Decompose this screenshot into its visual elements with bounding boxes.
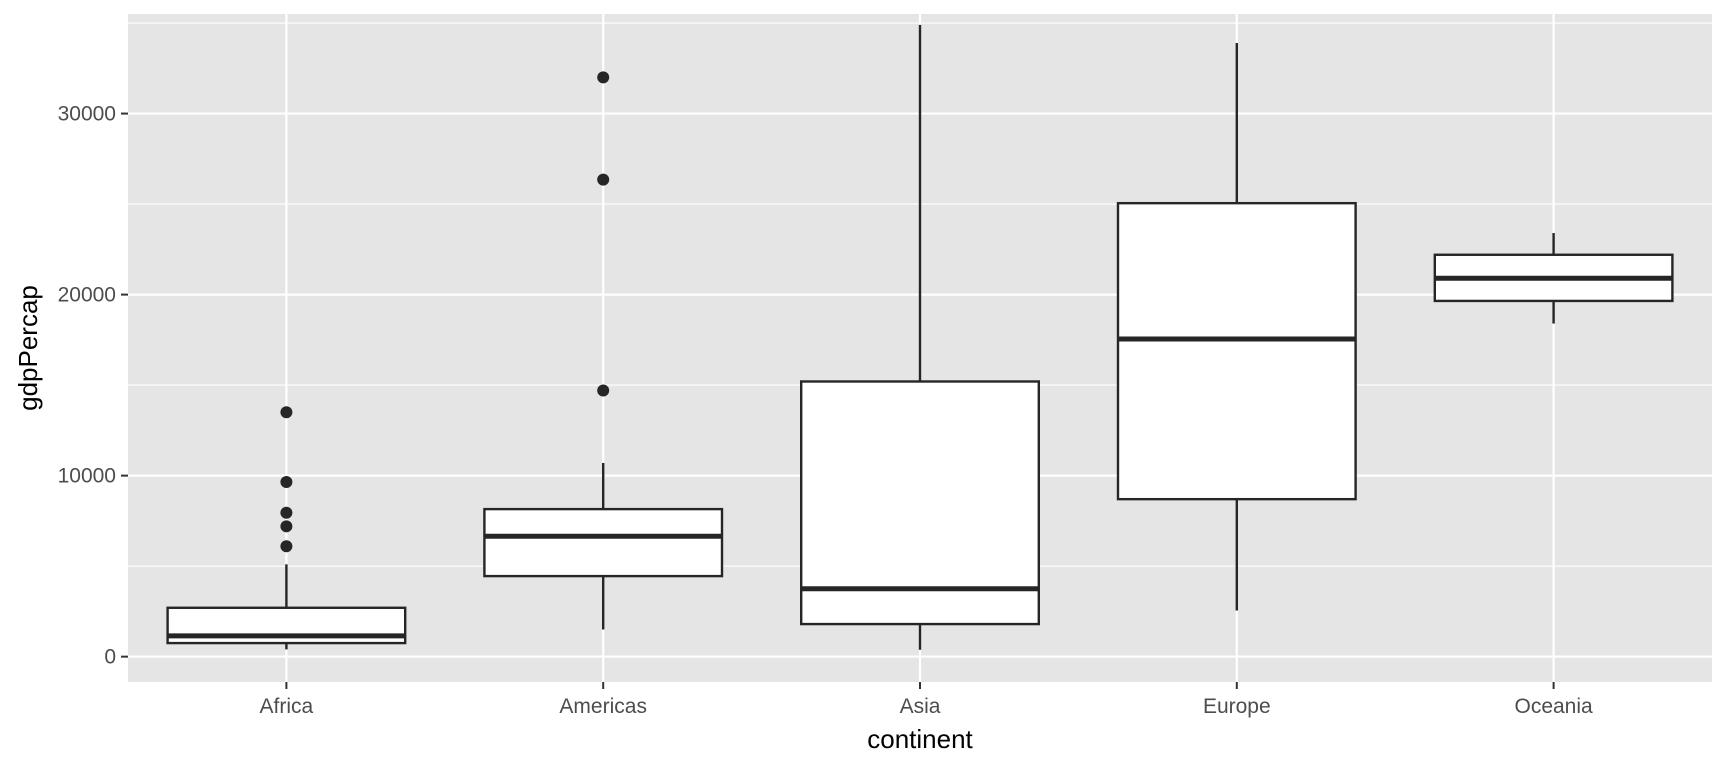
y-tick-label: 30000 [58,103,116,126]
y-tick-label: 10000 [58,465,116,488]
x-tick-label: Americas [559,695,647,718]
x-tick-label: Oceania [1514,695,1593,718]
outlier-point-americas [597,173,610,186]
outlier-point-africa [280,475,293,488]
outlier-point-africa [280,406,293,419]
axis-layer: 0 10000 20000 30000 Africa Americas Asia Europe… [58,103,1593,718]
box-asia [800,380,1041,626]
box-europe [1116,201,1357,501]
outlier-point-africa [280,520,293,533]
outlier-point-americas [597,71,610,84]
outlier-point-africa [280,540,293,553]
box-layer [166,24,1674,650]
x-tick-label: Asia [900,695,941,718]
outlier-point-americas [597,384,610,397]
x-tick-label: Europe [1203,695,1271,718]
box-americas [483,507,724,578]
y-axis-title: gdpPercap [13,285,43,411]
x-axis-title: continent [867,724,973,754]
x-tick-label: Africa [260,695,314,718]
outlier-point-africa [280,506,293,519]
y-tick-label: 0 [104,646,116,669]
y-tick-label: 20000 [58,284,116,307]
